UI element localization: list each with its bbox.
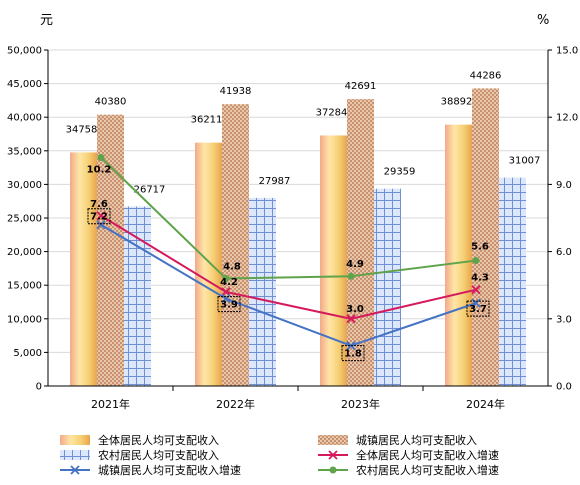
value-label-box bbox=[217, 296, 241, 313]
legend-label: 城镇居民人均可支配收入增速 bbox=[98, 463, 241, 477]
bar bbox=[445, 124, 472, 387]
bar bbox=[195, 142, 222, 386]
line-value-label: 3.7 bbox=[469, 304, 487, 315]
bar bbox=[124, 206, 151, 386]
left-tick-label: 40,000 bbox=[7, 113, 42, 124]
bar-value-label: 36211 bbox=[191, 115, 223, 126]
category-label: 2021年 bbox=[91, 397, 130, 411]
bar bbox=[374, 188, 401, 386]
bar-series bbox=[70, 88, 526, 387]
bar bbox=[499, 177, 526, 386]
legend-label: 农村居民人均可支配收入增速 bbox=[356, 463, 499, 477]
line-value-label: 4.8 bbox=[223, 261, 241, 272]
series-line bbox=[100, 214, 477, 320]
left-tick-label: 50,000 bbox=[7, 46, 42, 57]
bar bbox=[249, 197, 276, 386]
value-label-box bbox=[466, 300, 490, 317]
category-label: 2024年 bbox=[466, 397, 505, 411]
bar-value-label: 40380 bbox=[95, 97, 127, 108]
left-tick-label: 30,000 bbox=[7, 180, 42, 191]
bar-value-labels: 34758 36211 37284 38892 40380 41938 42691 44286… bbox=[66, 70, 541, 195]
left-tick-label: 0 bbox=[36, 382, 42, 393]
series-marker bbox=[221, 287, 231, 297]
left-tick-label: 45,000 bbox=[7, 79, 42, 90]
left-tick-label: 15,000 bbox=[7, 281, 42, 292]
right-tick-label: 0.0 bbox=[556, 382, 572, 393]
value-label-box bbox=[341, 345, 365, 362]
legend-marker bbox=[70, 465, 80, 475]
line-value-labels: 7.6 4.2 3.0 4.3 7.2 3.9 1.8 3.7 10.2 4.8 4.9 5.6 bbox=[87, 165, 490, 362]
value-label-box bbox=[87, 208, 111, 225]
right-axis-ticks: 0.0 3.0 6.0 9.0 12.0 15.0 bbox=[548, 46, 578, 393]
left-tick-label: 20,000 bbox=[7, 247, 42, 258]
legend-swatch bbox=[60, 450, 90, 460]
bar-value-label: 27987 bbox=[259, 176, 291, 187]
bar bbox=[70, 152, 97, 386]
bar bbox=[320, 135, 347, 386]
left-axis-unit: 元 bbox=[40, 13, 53, 28]
bar-value-label: 44286 bbox=[470, 70, 502, 81]
line-value-label: 4.2 bbox=[220, 277, 238, 288]
right-tick-label: 15.0 bbox=[556, 46, 578, 57]
series-line bbox=[100, 223, 477, 347]
series-marker bbox=[97, 154, 105, 162]
left-tick-label: 10,000 bbox=[7, 314, 42, 325]
category-label: 2023年 bbox=[341, 397, 380, 411]
legend-label: 全体居民人均可支配收入增速 bbox=[356, 448, 499, 462]
series-marker bbox=[471, 298, 481, 308]
line-value-label: 3.0 bbox=[346, 304, 364, 315]
bar-value-label: 29359 bbox=[384, 167, 416, 178]
line-value-label: 7.2 bbox=[90, 212, 108, 223]
left-tick-label: 25,000 bbox=[7, 214, 42, 225]
left-tick-label: 35,000 bbox=[7, 146, 42, 157]
bar-value-label: 37284 bbox=[316, 107, 348, 118]
line-value-label: 4.9 bbox=[346, 259, 364, 270]
series-marker bbox=[471, 285, 481, 295]
right-tick-label: 12.0 bbox=[556, 113, 578, 124]
category-labels: 2021年 2022年 2023年 2024年 bbox=[91, 397, 505, 411]
line-value-label: 3.9 bbox=[220, 300, 238, 311]
bar bbox=[472, 88, 499, 387]
legend-label: 全体居民人均可支配收入 bbox=[98, 433, 219, 447]
left-axis-ticks: 0 5,000 10,000 15,000 20,000 25,000 30,000 35,0… bbox=[7, 46, 48, 393]
bar bbox=[347, 99, 374, 386]
right-tick-label: 6.0 bbox=[556, 247, 572, 258]
series-marker bbox=[221, 294, 231, 304]
series-marker bbox=[346, 314, 356, 324]
legend-marker bbox=[329, 466, 337, 474]
series-marker bbox=[347, 272, 355, 280]
line-value-label: 4.3 bbox=[471, 273, 489, 284]
bar bbox=[222, 104, 249, 387]
legend-label: 农村居民人均可支配收入 bbox=[98, 448, 219, 462]
category-label: 2022年 bbox=[216, 397, 255, 411]
left-tick-label: 5,000 bbox=[13, 348, 42, 359]
legend-marker bbox=[328, 450, 338, 460]
line-value-label: 10.2 bbox=[87, 165, 112, 176]
series-line bbox=[100, 156, 477, 280]
bar-value-label: 42691 bbox=[345, 81, 377, 92]
series-marker bbox=[96, 211, 106, 221]
bar-value-label: 41938 bbox=[220, 86, 252, 97]
bar-value-label: 38892 bbox=[441, 97, 473, 108]
line-value-label: 5.6 bbox=[471, 242, 489, 253]
bar-value-label: 26717 bbox=[134, 184, 166, 195]
line-value-label: 7.6 bbox=[90, 199, 108, 210]
axes bbox=[47, 50, 549, 391]
right-axis-unit: % bbox=[537, 13, 549, 28]
right-tick-label: 9.0 bbox=[556, 180, 572, 191]
series-marker bbox=[96, 220, 106, 230]
legend-swatch bbox=[318, 435, 348, 445]
line-value-label: 1.8 bbox=[344, 349, 362, 360]
legend-label: 城镇居民人均可支配收入 bbox=[356, 433, 477, 447]
series-marker bbox=[472, 257, 480, 265]
bar-value-label: 34758 bbox=[66, 124, 98, 135]
bar-value-label: 31007 bbox=[509, 156, 541, 167]
line-series bbox=[96, 154, 481, 351]
series-marker bbox=[222, 274, 230, 282]
legend-swatch bbox=[60, 435, 90, 445]
right-tick-label: 3.0 bbox=[556, 314, 572, 325]
